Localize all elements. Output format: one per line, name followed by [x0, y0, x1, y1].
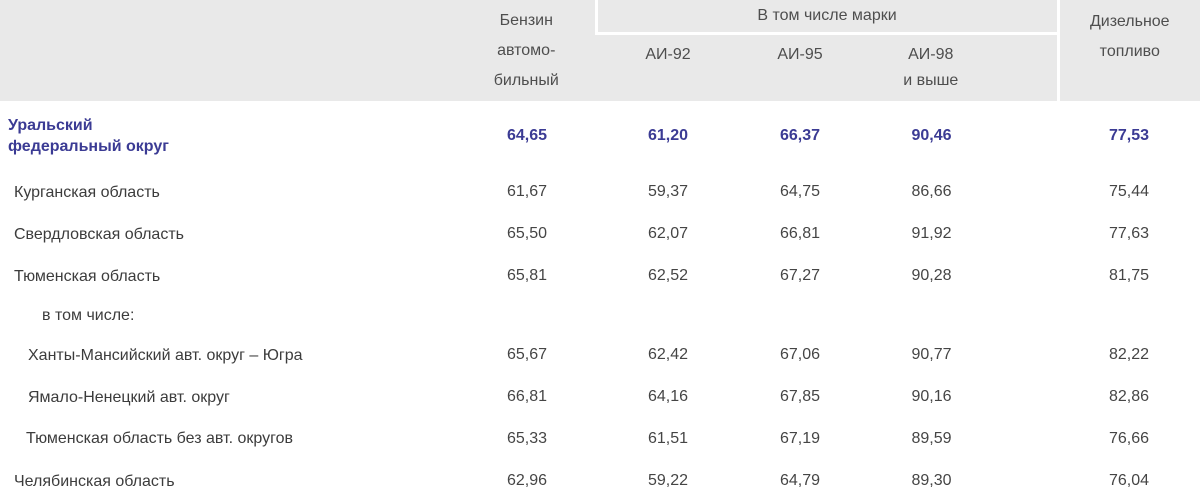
value-ai95: 67,19 [779, 429, 821, 447]
value-ai92 [596, 297, 740, 334]
value-diesel: 75,44 [1109, 183, 1150, 200]
table-row-ural-federal-district: Уральский федеральный округ 64,65 61,20 … [0, 101, 1200, 171]
value-ai92: 59,37 [647, 183, 689, 200]
value-diesel: 77,53 [1109, 127, 1150, 144]
value-ai98: 90,77 [911, 346, 952, 363]
col-header-ai95: АИ-95 [740, 33, 860, 101]
table-row-khanty-mansi-okrug: Ханты-Мансийский авт. округ – Югра 65,67… [0, 334, 1200, 376]
value-ai92: 59,22 [596, 459, 740, 497]
region-name: Курганская область [14, 183, 160, 201]
table-body: Уральский федеральный округ 64,65 61,20 … [0, 101, 1200, 497]
col-group-header-marki: В том числе марки [594, 0, 1059, 35]
value-ai95: 66,81 [779, 225, 821, 242]
including-label: в том числе: [42, 307, 135, 324]
region-name: Свердловская область [14, 225, 184, 243]
value-diesel: 82,22 [1109, 346, 1150, 363]
table-row-sverdlovsk-oblast: Свердловская область 65,50 62,07 66,81 9… [0, 213, 1200, 255]
value-ai98: 89,59 [911, 429, 952, 447]
value-benzin: 65,81 [506, 267, 548, 284]
value-benzin: 66,81 [506, 388, 548, 405]
value-ai95: 67,06 [779, 346, 821, 363]
table-row-including-label: в том числе: [0, 297, 1200, 334]
value-diesel [1058, 297, 1200, 334]
region-name: Тюменская область без авт. округов [26, 430, 293, 447]
region-name: Тюменская область [14, 267, 161, 285]
table-header: Бензин автомо- бильный В том числе марки… [0, 0, 1200, 101]
value-benzin [458, 297, 596, 334]
value-ai95: 67,27 [779, 267, 821, 284]
value-ai98: 90,46 [911, 127, 952, 144]
header-row-1: Бензин автомо- бильный В том числе марки… [0, 0, 1200, 101]
value-ai98: 90,28 [911, 267, 952, 284]
value-benzin: 65,67 [506, 346, 548, 363]
col-header-diesel: Дизельное топливо [1056, 0, 1200, 101]
value-diesel: 76,04 [1058, 459, 1200, 497]
value-ai92: 61,20 [647, 127, 689, 144]
col-header-ai98: АИ-98 и выше [860, 33, 1059, 101]
value-ai98 [860, 297, 1058, 334]
value-ai92: 64,16 [647, 388, 689, 405]
value-ai92: 62,52 [647, 267, 689, 284]
value-benzin: 65,33 [506, 429, 548, 447]
header-row-2: АИ-92 АИ-95 АИ-98 и выше [0, 33, 1200, 101]
value-ai98: 86,66 [911, 183, 952, 200]
value-ai95: 66,37 [779, 127, 821, 144]
value-ai92: 61,51 [647, 429, 689, 447]
value-ai95: 64,79 [740, 459, 860, 497]
value-ai98: 91,92 [911, 225, 952, 242]
region-name: Ямало-Ненецкий авт. округ [28, 388, 230, 406]
corner-cell [0, 0, 458, 101]
value-ai98: 89,30 [860, 459, 1059, 497]
value-diesel: 77,63 [1109, 225, 1150, 242]
value-diesel: 81,75 [1109, 267, 1150, 284]
value-benzin: 62,96 [458, 459, 596, 497]
value-benzin: 64,65 [506, 127, 548, 144]
value-diesel: 76,66 [1109, 429, 1150, 447]
value-ai98: 90,16 [911, 388, 952, 405]
table-row-kurgan-oblast: Курганская область 61,67 59,37 64,75 86,… [0, 171, 1200, 213]
region-name: Уральский федеральный округ [8, 117, 169, 155]
value-benzin: 61,67 [506, 183, 548, 200]
value-diesel: 82,86 [1109, 388, 1150, 405]
value-benzin: 65,50 [506, 225, 548, 242]
value-ai95: 64,75 [779, 183, 821, 200]
col-header-benzin: Бензин автомо- бильный [458, 0, 596, 101]
table-row-tyumen-oblast: Тюменская область 65,81 62,52 67,27 90,2… [0, 255, 1200, 297]
value-ai92: 62,07 [647, 225, 689, 242]
region-name: Ханты-Мансийский авт. округ – Югра [28, 346, 303, 364]
region-name: Челябинская область [0, 459, 458, 497]
value-ai95 [740, 297, 860, 334]
table-row-tyumen-without-okrugs: Тюменская область без авт. округов 65,33… [0, 418, 1200, 459]
table-row-yamalo-nenets-okrug: Ямало-Ненецкий авт. округ 66,81 64,16 67… [0, 376, 1200, 418]
col-header-ai92: АИ-92 [596, 33, 740, 101]
value-ai95: 67,85 [779, 388, 821, 405]
table-row-chelyabinsk-oblast: Челябинская область 62,96 59,22 64,79 89… [0, 459, 1200, 497]
value-ai92: 62,42 [647, 346, 689, 363]
